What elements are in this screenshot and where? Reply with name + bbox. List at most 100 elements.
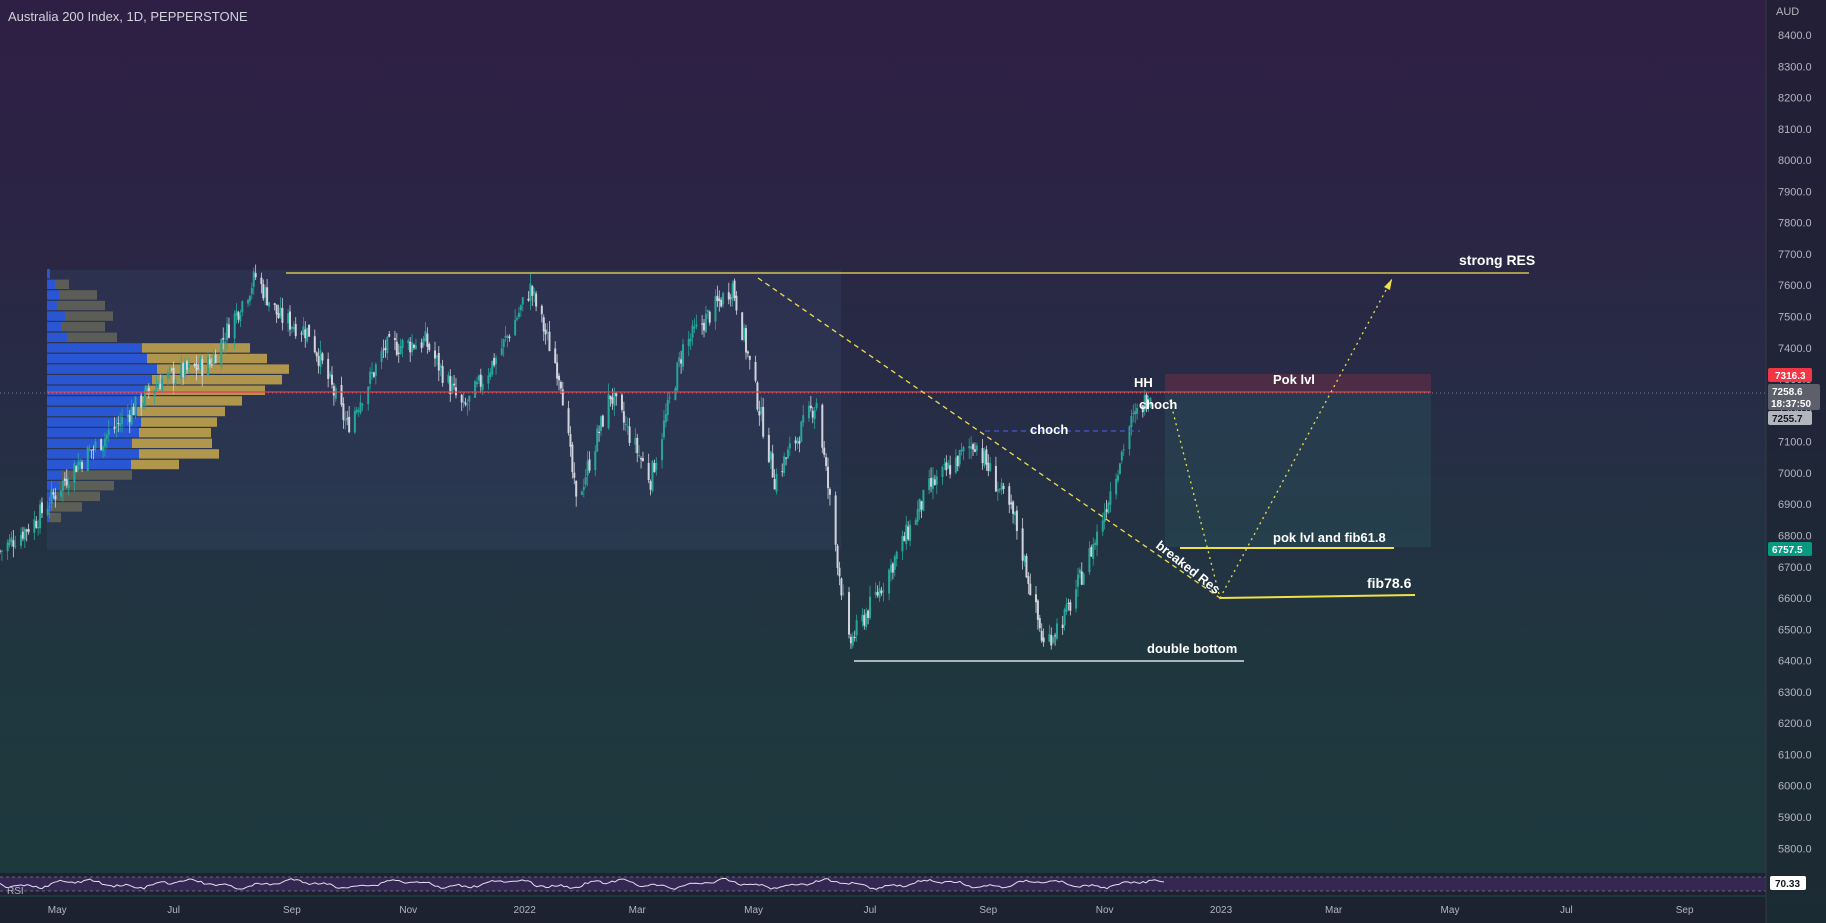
candle-body <box>61 480 64 491</box>
candle-body <box>1088 548 1091 573</box>
candle-body <box>611 397 614 404</box>
candle-body <box>479 374 482 387</box>
candle-body <box>130 406 133 425</box>
candle-body <box>851 636 854 646</box>
candle-body <box>166 372 169 379</box>
time-tick-label: Jul <box>864 905 877 916</box>
candle-body <box>746 351 749 354</box>
candle-body <box>628 426 631 443</box>
candle-body <box>796 438 799 445</box>
candle-body <box>798 441 801 444</box>
candle-body <box>434 350 436 359</box>
candle-body <box>77 462 80 471</box>
candle-body <box>367 386 370 405</box>
candle-body <box>172 367 175 384</box>
candle-body <box>289 311 291 330</box>
volume-profile-buy-bar <box>47 438 132 448</box>
price-axis[interactable]: AUD 8400.0 8300.0 8200.0 8100.0 8000.0 7900.0… <box>1765 0 1826 923</box>
candle-body <box>758 410 761 416</box>
candle-body <box>998 488 1001 490</box>
candle-body <box>821 404 824 448</box>
candle-body <box>54 495 57 500</box>
candle-body <box>716 295 719 302</box>
candle-body <box>411 342 414 353</box>
candle-body <box>414 345 417 350</box>
candle-body <box>580 491 583 495</box>
candles <box>0 264 1152 650</box>
candle-body <box>1063 609 1066 626</box>
candle-body <box>680 359 683 364</box>
time-axis[interactable]: May Jul Sep Nov 2022 Mar May Jul Sep Nov 2023 Mar Ma… <box>0 897 1766 923</box>
candle-body <box>954 457 957 473</box>
chart-title: Australia 200 Index, 1D, PEPPERSTONE <box>8 9 248 24</box>
candle-body <box>37 527 40 529</box>
candle-body <box>386 337 389 354</box>
candle-body <box>357 410 360 412</box>
candle-body <box>449 376 452 395</box>
candle-body <box>317 355 320 366</box>
rsi-pane[interactable]: RSI <box>0 873 1766 897</box>
candle-body <box>613 392 616 407</box>
candle-body <box>865 613 868 628</box>
candle-body <box>474 381 477 398</box>
candle-body <box>554 348 557 364</box>
time-tick-label: Jul <box>167 905 180 916</box>
candle-body <box>970 446 973 449</box>
fib786-line <box>1219 594 1416 599</box>
candle-body <box>1118 463 1121 474</box>
candle-body <box>153 390 156 397</box>
candle-body <box>409 341 412 353</box>
candle-body <box>315 352 318 357</box>
candle-body <box>168 368 171 370</box>
candle-body <box>706 310 709 313</box>
candle-body <box>1105 509 1108 513</box>
candle-body <box>260 277 263 284</box>
candle-body <box>105 434 108 439</box>
candle-body <box>247 300 250 304</box>
candle-body <box>94 441 97 449</box>
choch-label-2: choch <box>1139 397 1177 412</box>
candle-body <box>548 331 551 352</box>
candle-body <box>140 395 143 408</box>
candle-body <box>6 542 9 552</box>
candle-body <box>304 329 307 339</box>
time-tick-label: May <box>744 905 763 916</box>
candle-body <box>250 287 253 294</box>
candle-body <box>519 305 522 311</box>
grey-price-tag <box>1768 411 1812 425</box>
candle-body <box>504 335 507 338</box>
candle-body <box>132 406 135 415</box>
red-price-tag <box>1768 368 1812 382</box>
candle-body <box>888 569 891 594</box>
candle-body <box>811 410 814 418</box>
candle-body <box>464 402 467 405</box>
candle-body <box>521 297 524 305</box>
candle-body <box>867 610 870 618</box>
volume-profile-buy-bar <box>47 375 152 385</box>
candle-body <box>353 411 356 433</box>
candle-body <box>834 495 837 545</box>
candle-body <box>756 382 759 410</box>
rsi-value-text: 70.33 <box>1775 879 1800 890</box>
volume-profile-sell-bar <box>145 385 265 395</box>
candle-body <box>678 357 681 362</box>
candle-body <box>224 341 227 343</box>
candle-body <box>252 271 255 287</box>
pok-zone-box <box>1165 374 1431 392</box>
candle-body <box>1094 542 1097 546</box>
candle-body <box>771 453 774 478</box>
red-price-text: 7316.3 <box>1775 371 1806 382</box>
candle-body <box>0 550 3 552</box>
candle-body <box>0 550 1 552</box>
volume-profile-sell-bar <box>57 300 105 311</box>
candle-body <box>786 449 789 459</box>
candle-body <box>989 463 992 471</box>
price-tick-label: 6600.0 <box>1778 593 1812 605</box>
candle-body <box>1025 555 1028 578</box>
candle-body <box>117 422 120 424</box>
candle-body <box>170 368 173 370</box>
candle-body <box>542 317 545 332</box>
candle-body <box>462 401 465 404</box>
price-tick-label: 7500.0 <box>1778 312 1812 324</box>
